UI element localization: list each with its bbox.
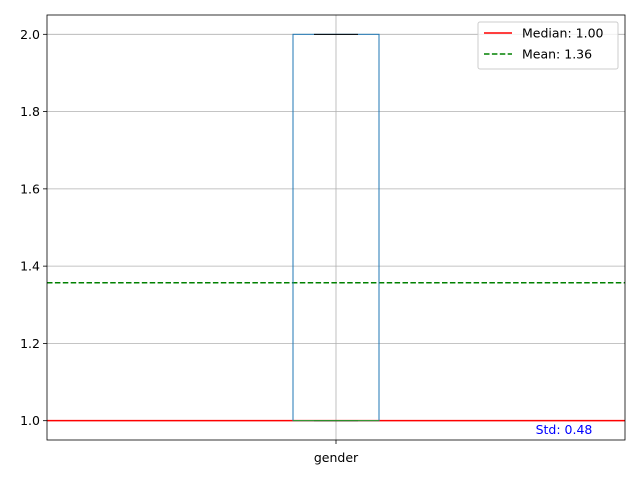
box-plot (292, 33, 380, 422)
y-axis: 1.0 1.2 1.4 1.6 1.8 2.0 (20, 27, 47, 428)
x-tick-label: gender (314, 450, 359, 465)
std-annotation: Std: 0.48 (536, 422, 593, 437)
y-tick-label: 1.4 (20, 259, 40, 274)
y-tick-label: 1.0 (20, 413, 40, 428)
legend-mean-label: Mean: 1.36 (522, 47, 592, 62)
y-tick-label: 2.0 (20, 27, 40, 42)
legend-frame (477, 21, 619, 70)
y-tick-label: 1.8 (20, 104, 40, 119)
y-tick-label: 1.6 (20, 181, 40, 196)
legend-median-label: Median: 1.00 (522, 26, 604, 41)
y-tick-label: 1.2 (20, 336, 40, 351)
x-axis: gender (314, 440, 359, 465)
legend: Median: 1.00 Mean: 1.36 (477, 21, 619, 70)
